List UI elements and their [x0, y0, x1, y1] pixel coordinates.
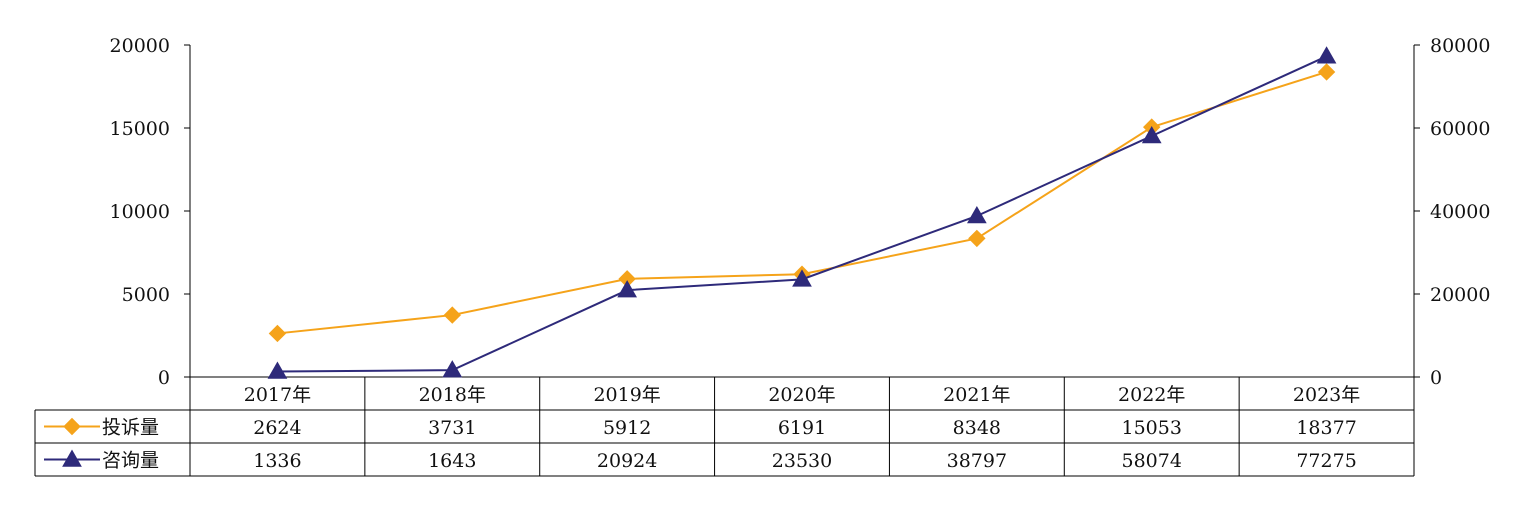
- data-label: 3731: [428, 417, 476, 439]
- data-label: 77275: [1296, 450, 1356, 472]
- data-label: 15053: [1121, 417, 1181, 439]
- x-tick-label: 2022年: [1118, 384, 1185, 406]
- data-point: [792, 269, 812, 287]
- data-label: 8348: [953, 417, 1001, 439]
- data-label: 1643: [428, 450, 476, 472]
- data-label: 5912: [603, 417, 651, 439]
- y-left-tick-label: 20000: [110, 35, 170, 57]
- x-tick-label: 2018年: [419, 384, 486, 406]
- legend-marker: [63, 417, 81, 436]
- data-point: [1141, 125, 1162, 144]
- data-point: [966, 205, 987, 224]
- data-label: 18377: [1296, 417, 1356, 439]
- data-label: 20924: [597, 450, 657, 472]
- data-label: 2624: [253, 417, 301, 439]
- data-point: [1317, 63, 1336, 81]
- y-right-tick-label: 80000: [1430, 35, 1490, 57]
- legend-marker: [62, 449, 82, 467]
- data-point: [617, 280, 638, 298]
- y-right-tick-label: 60000: [1430, 118, 1490, 140]
- data-label: 23530: [772, 450, 832, 472]
- data-point: [443, 306, 461, 324]
- data-label: 58074: [1121, 450, 1181, 472]
- data-label: 1336: [253, 450, 301, 472]
- x-tick-label: 2023年: [1293, 384, 1360, 406]
- data-point: [1316, 46, 1337, 64]
- x-tick-label: 2020年: [768, 384, 835, 406]
- legend-label: 咨询量: [102, 450, 159, 472]
- data-point: [968, 229, 986, 248]
- x-tick-label: 2017年: [244, 384, 311, 406]
- series-layer: [267, 46, 1337, 379]
- y-right-tick-label: 20000: [1430, 284, 1490, 306]
- data-label: 38797: [947, 450, 1007, 472]
- y-left-tick-label: 5000: [122, 284, 170, 306]
- legend-label: 投诉量: [102, 417, 159, 439]
- y-right-tick-label: 40000: [1430, 201, 1490, 223]
- y-right-tick-label: 0: [1430, 367, 1442, 389]
- series-line: [277, 70, 1327, 335]
- x-tick-label: 2019年: [593, 384, 660, 406]
- data-point: [268, 324, 287, 343]
- y-left-tick-label: 10000: [110, 201, 170, 223]
- axes: 0 5000 10000 15000 20000 0 20000 40000 60000 8000…: [110, 35, 1491, 389]
- data-point: [442, 360, 463, 378]
- x-tick-label: 2021年: [943, 384, 1010, 406]
- y-left-tick-label: 15000: [110, 118, 170, 140]
- y-left-tick-label: 0: [158, 367, 170, 389]
- data-point: [267, 361, 288, 379]
- data-label: 6191: [778, 417, 826, 439]
- series-line: [277, 55, 1327, 373]
